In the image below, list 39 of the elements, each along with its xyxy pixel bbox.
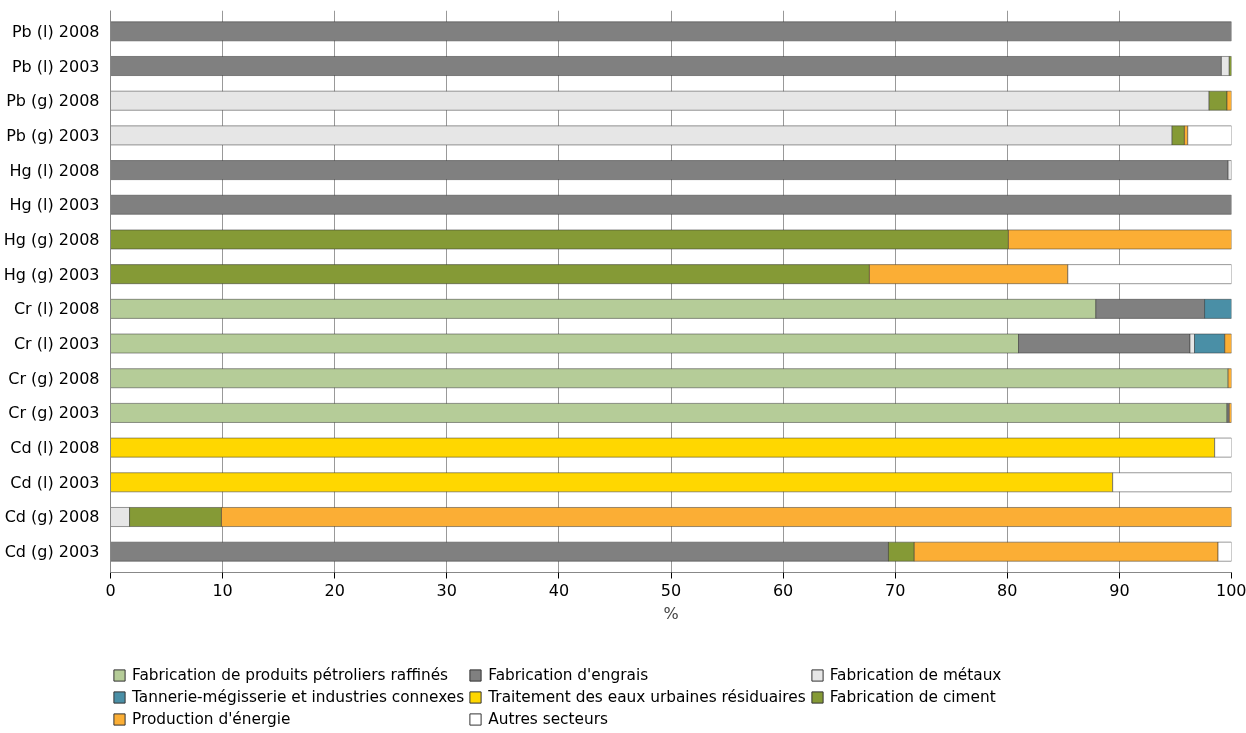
y-tick-label: Hg (l) 2008 — [9, 160, 100, 180]
y-tick-label: Hg (l) 2003 — [9, 195, 100, 215]
legend-label: Autres secteurs — [488, 710, 608, 728]
x-tick-label: 0 — [105, 580, 116, 600]
y-tick-label: Pb (g) 2003 — [6, 125, 100, 145]
legend-label: Traitement des eaux urbaines résiduaires — [488, 688, 806, 706]
legend-label: Fabrication de métaux — [829, 666, 1002, 684]
legend-label: Fabrication d'engrais — [488, 666, 649, 684]
bar — [110, 368, 1229, 389]
x-tick-label: 30 — [436, 580, 457, 600]
x-tick-label: 70 — [885, 580, 906, 600]
y-tick-label: Cd (l) 2008 — [10, 438, 100, 458]
y-tick-label: Cr (l) 2003 — [13, 334, 100, 354]
x-tick-label: 50 — [660, 580, 682, 600]
y-tick-label: Hg (g) 2003 — [3, 264, 100, 284]
x-tick-label: 100 — [1215, 580, 1246, 600]
bar — [1187, 125, 1232, 146]
y-tick-label: Hg (g) 2008 — [3, 229, 100, 249]
x-tick-label: 80 — [997, 580, 1018, 600]
y-tick-label: Cr (g) 2003 — [8, 403, 100, 423]
y-tick-label: Cd (l) 2003 — [10, 472, 100, 492]
y-tick-label: Cd (g) 2003 — [4, 542, 100, 562]
y-tick-label: Pb (l) 2008 — [11, 21, 100, 41]
legend-label: Fabrication de ciment — [829, 688, 996, 706]
y-tick-label: Pb (g) 2008 — [6, 91, 100, 111]
y-tick-label: Cr (l) 2008 — [13, 299, 100, 319]
x-tick-label: 40 — [548, 580, 570, 600]
y-tick-label: Cr (g) 2008 — [8, 368, 100, 388]
y-tick-label: Cd (g) 2008 — [4, 507, 100, 527]
x-tick-label: 10 — [212, 580, 233, 600]
x-axis-title: % — [663, 603, 679, 623]
legend-label: Fabrication de produits pétroliers raffinés — [132, 666, 449, 684]
legend-label: Tannerie-mégisserie et industries connexes — [132, 688, 465, 706]
legend-label: Production d'énergie — [132, 710, 291, 728]
bar — [110, 403, 1228, 423]
x-tick-label: 60 — [772, 580, 794, 600]
y-tick-label: Pb (l) 2003 — [11, 56, 100, 76]
x-tick-label: 20 — [324, 580, 345, 600]
x-tick-label: 90 — [1109, 580, 1130, 600]
